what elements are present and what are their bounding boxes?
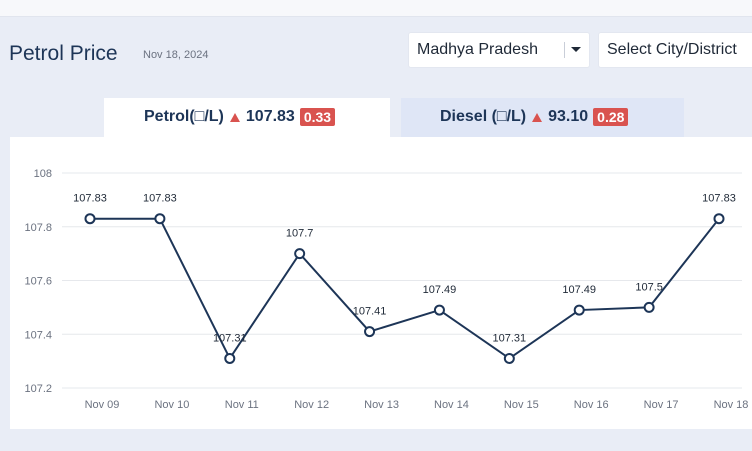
- data-label: 107.7: [286, 228, 314, 240]
- y-tick-label: 107.2: [24, 383, 52, 395]
- x-tick-label: Nov 09: [85, 399, 120, 411]
- data-label: 107.31: [493, 332, 527, 344]
- x-tick-label: Nov 13: [364, 399, 399, 411]
- data-label: 107.83: [73, 193, 107, 205]
- data-point: [503, 352, 515, 364]
- tab-diesel-label: Diesel (□/L): [440, 108, 527, 125]
- city-select-value: Select City/District: [607, 41, 737, 58]
- tab-petrol-label: Petrol(□/L): [144, 108, 224, 125]
- x-tick-label: Nov 10: [154, 399, 189, 411]
- tab-petrol-price: 107.83: [245, 108, 295, 125]
- data-point: [294, 248, 306, 260]
- x-tick-label: Nov 17: [644, 399, 679, 411]
- top-strip: [0, 0, 752, 17]
- data-label: 107.31: [213, 332, 247, 344]
- x-tick-label: Nov 12: [294, 399, 329, 411]
- state-select[interactable]: Madhya Pradesh: [409, 33, 589, 67]
- data-label: 107.83: [702, 193, 736, 205]
- data-point: [224, 352, 236, 364]
- y-tick-label: 107.4: [24, 329, 52, 341]
- city-select[interactable]: Select City/District: [599, 33, 752, 67]
- tab-diesel-change-badge: 0.28: [593, 108, 629, 126]
- data-point: [84, 213, 96, 225]
- series-line: [90, 217, 720, 361]
- price-up-icon: [229, 112, 240, 122]
- data-label: 107.83: [143, 193, 177, 205]
- data-label: 107.41: [353, 306, 387, 318]
- x-tick-label: Nov 18: [714, 399, 749, 411]
- y-tick-label: 108: [34, 168, 52, 180]
- x-tick-label: Nov 15: [504, 399, 539, 411]
- tab-diesel-price: 93.10: [548, 108, 589, 125]
- price-chart-panel: 107.2 107.4 107.6 107.8 108 Nov 09 Nov 10 Nov 1…: [10, 137, 752, 429]
- select-divider: [564, 42, 565, 58]
- data-label: 107.5: [635, 281, 663, 293]
- state-select-value: Madhya Pradesh: [417, 41, 538, 58]
- data-label: 107.49: [423, 284, 457, 296]
- data-point: [713, 213, 725, 225]
- data-point: [364, 326, 376, 338]
- tab-petrol-change-badge: 0.33: [299, 108, 336, 126]
- chevron-down-icon[interactable]: [571, 47, 581, 52]
- x-tick-label: Nov 14: [434, 399, 469, 411]
- price-date: Nov 18, 2024: [143, 49, 209, 61]
- page-title: Petrol Price: [9, 42, 118, 65]
- price-up-icon: [532, 112, 543, 122]
- data-point: [573, 304, 585, 316]
- data-point: [643, 301, 655, 313]
- x-tick-label: Nov 16: [574, 399, 609, 411]
- price-line-chart: 107.2 107.4 107.6 107.8 108 Nov 09 Nov 10 Nov 1…: [24, 168, 749, 411]
- y-tick-label: 107.8: [24, 222, 52, 234]
- data-point: [433, 304, 445, 316]
- x-tick-label: Nov 11: [225, 399, 259, 411]
- tab-petrol[interactable]: Petrol(□/L) 107.83 0.33: [104, 98, 390, 138]
- data-point: [154, 213, 166, 225]
- y-tick-label: 107.6: [24, 276, 52, 288]
- data-label: 107.49: [562, 284, 596, 296]
- tab-diesel[interactable]: Diesel (□/L) 93.10 0.28: [401, 98, 684, 137]
